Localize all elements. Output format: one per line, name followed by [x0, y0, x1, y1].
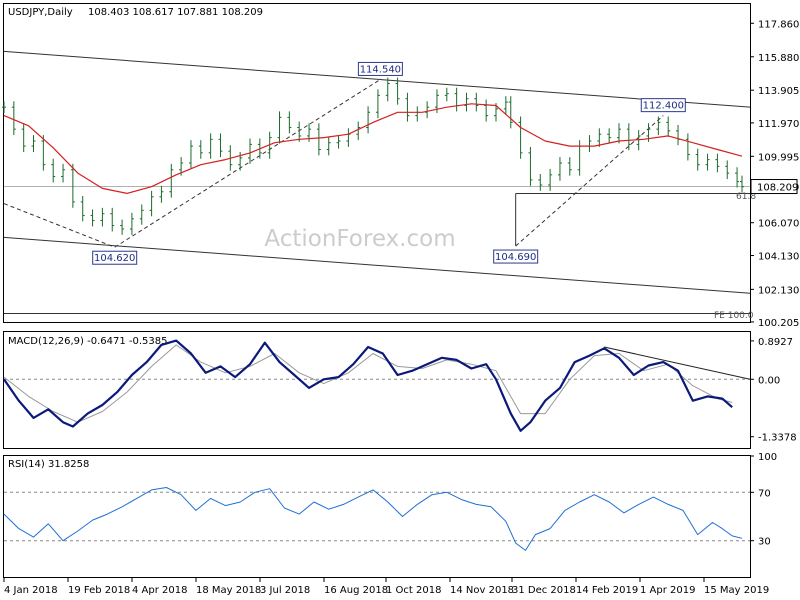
x-tick-label-11: 15 May 2019 — [704, 585, 769, 596]
macd-trend-line — [604, 346, 751, 380]
last-price-label: 108.209 — [757, 183, 798, 194]
watermark: ActionForex.com — [264, 226, 455, 252]
dashed-line-a — [3, 203, 115, 248]
rsi-static: 100 70 30 — [4, 452, 777, 548]
x-tick-label-6: 1 Oct 2018 — [386, 585, 441, 596]
channel-lower-line — [3, 236, 751, 294]
rsi-series — [3, 487, 743, 551]
last-price-box — [750, 179, 798, 195]
price-y-ticks: 117.860 115.880 113.905 111.970 109.995 108.2… — [750, 19, 799, 329]
annotation-label-0: 114.540 — [360, 64, 401, 75]
x-tick-label-4: 3 Jul 2018 — [260, 585, 310, 596]
price-tick-label-4: 109.995 — [758, 152, 799, 163]
x-tick-label-8: 31 Dec 2018 — [512, 585, 576, 596]
fe-label: FE 100.0 — [714, 311, 754, 321]
annotation-label-1: 104.620 — [94, 253, 135, 264]
x-tick-label-0: 4 Jan 2018 — [4, 585, 58, 596]
rsi-tick-label-2: 30 — [758, 537, 771, 548]
symbol-label: USDJPY,Daily — [8, 7, 73, 18]
x-tick-label-7: 14 Nov 2018 — [450, 585, 514, 596]
price-tick-label-6: 106.070 — [758, 219, 799, 230]
annotation-box-0 — [357, 61, 403, 76]
rsi-line — [3, 487, 743, 551]
price-tick-label-8: 102.130 — [758, 285, 799, 296]
rsi-panel — [3, 455, 751, 578]
macd-panel — [3, 331, 751, 449]
annotation-label-2: 104.690 — [495, 252, 536, 263]
rsi-tick-label-0: 100 — [758, 452, 777, 463]
x-tick-label-2: 4 Apr 2018 — [132, 585, 187, 596]
price-annotations: 114.540 104.620 104.690 112.400 — [92, 61, 686, 265]
x-tick-label-10: 1 Apr 2019 — [640, 585, 695, 596]
macd-signal-line — [3, 344, 733, 423]
macd-label: MACD(12,26,9) -0.6471 -0.5385 — [8, 336, 168, 347]
rsi-tick-label-1: 70 — [758, 488, 771, 499]
price-tick-label-1: 115.880 — [758, 53, 799, 64]
x-tick-label-9: 14 Feb 2019 — [576, 585, 638, 596]
price-tick-label-7: 104.130 — [758, 252, 799, 263]
price-panel — [3, 3, 751, 323]
dashed-line-b — [114, 79, 381, 248]
price-series — [2, 77, 744, 235]
x-tick-label-3: 18 May 2018 — [196, 585, 261, 596]
annotation-box-3 — [640, 98, 686, 113]
annotation-box-2 — [493, 249, 539, 264]
macd-static: 0.8927 0.00 -1.3378 — [4, 337, 797, 444]
macd-line — [3, 339, 733, 432]
fib-label: 61.8 — [736, 192, 756, 202]
price-tick-label-2: 113.905 — [758, 86, 799, 97]
annotation-box-1 — [92, 250, 138, 265]
x-tick-label-1: 19 Feb 2018 — [68, 585, 130, 596]
price-tick-label-0: 117.860 — [758, 19, 799, 30]
price-static-lines — [3, 50, 751, 315]
macd-tick-label-2: -1.3378 — [758, 433, 797, 444]
x-axis-ticks: 4 Jan 2018 19 Feb 2018 4 Apr 2018 18 May 20… — [3, 578, 769, 596]
macd-series — [3, 339, 733, 432]
ohlc-label: 108.403 108.617 107.881 108.209 — [88, 7, 263, 18]
channel-upper-line — [3, 50, 751, 108]
macd-tick-label-1: 0.00 — [758, 375, 780, 386]
moving-average-line — [3, 103, 743, 194]
rsi-label: RSI(14) 31.8258 — [8, 459, 89, 470]
price-tick-label-9: 100.205 — [758, 318, 799, 329]
annotation-label-3: 112.400 — [643, 101, 684, 112]
price-tick-label-3: 111.970 — [758, 119, 799, 130]
macd-tick-label-0: 0.8927 — [758, 337, 793, 348]
x-tick-label-5: 16 Aug 2018 — [324, 585, 388, 596]
